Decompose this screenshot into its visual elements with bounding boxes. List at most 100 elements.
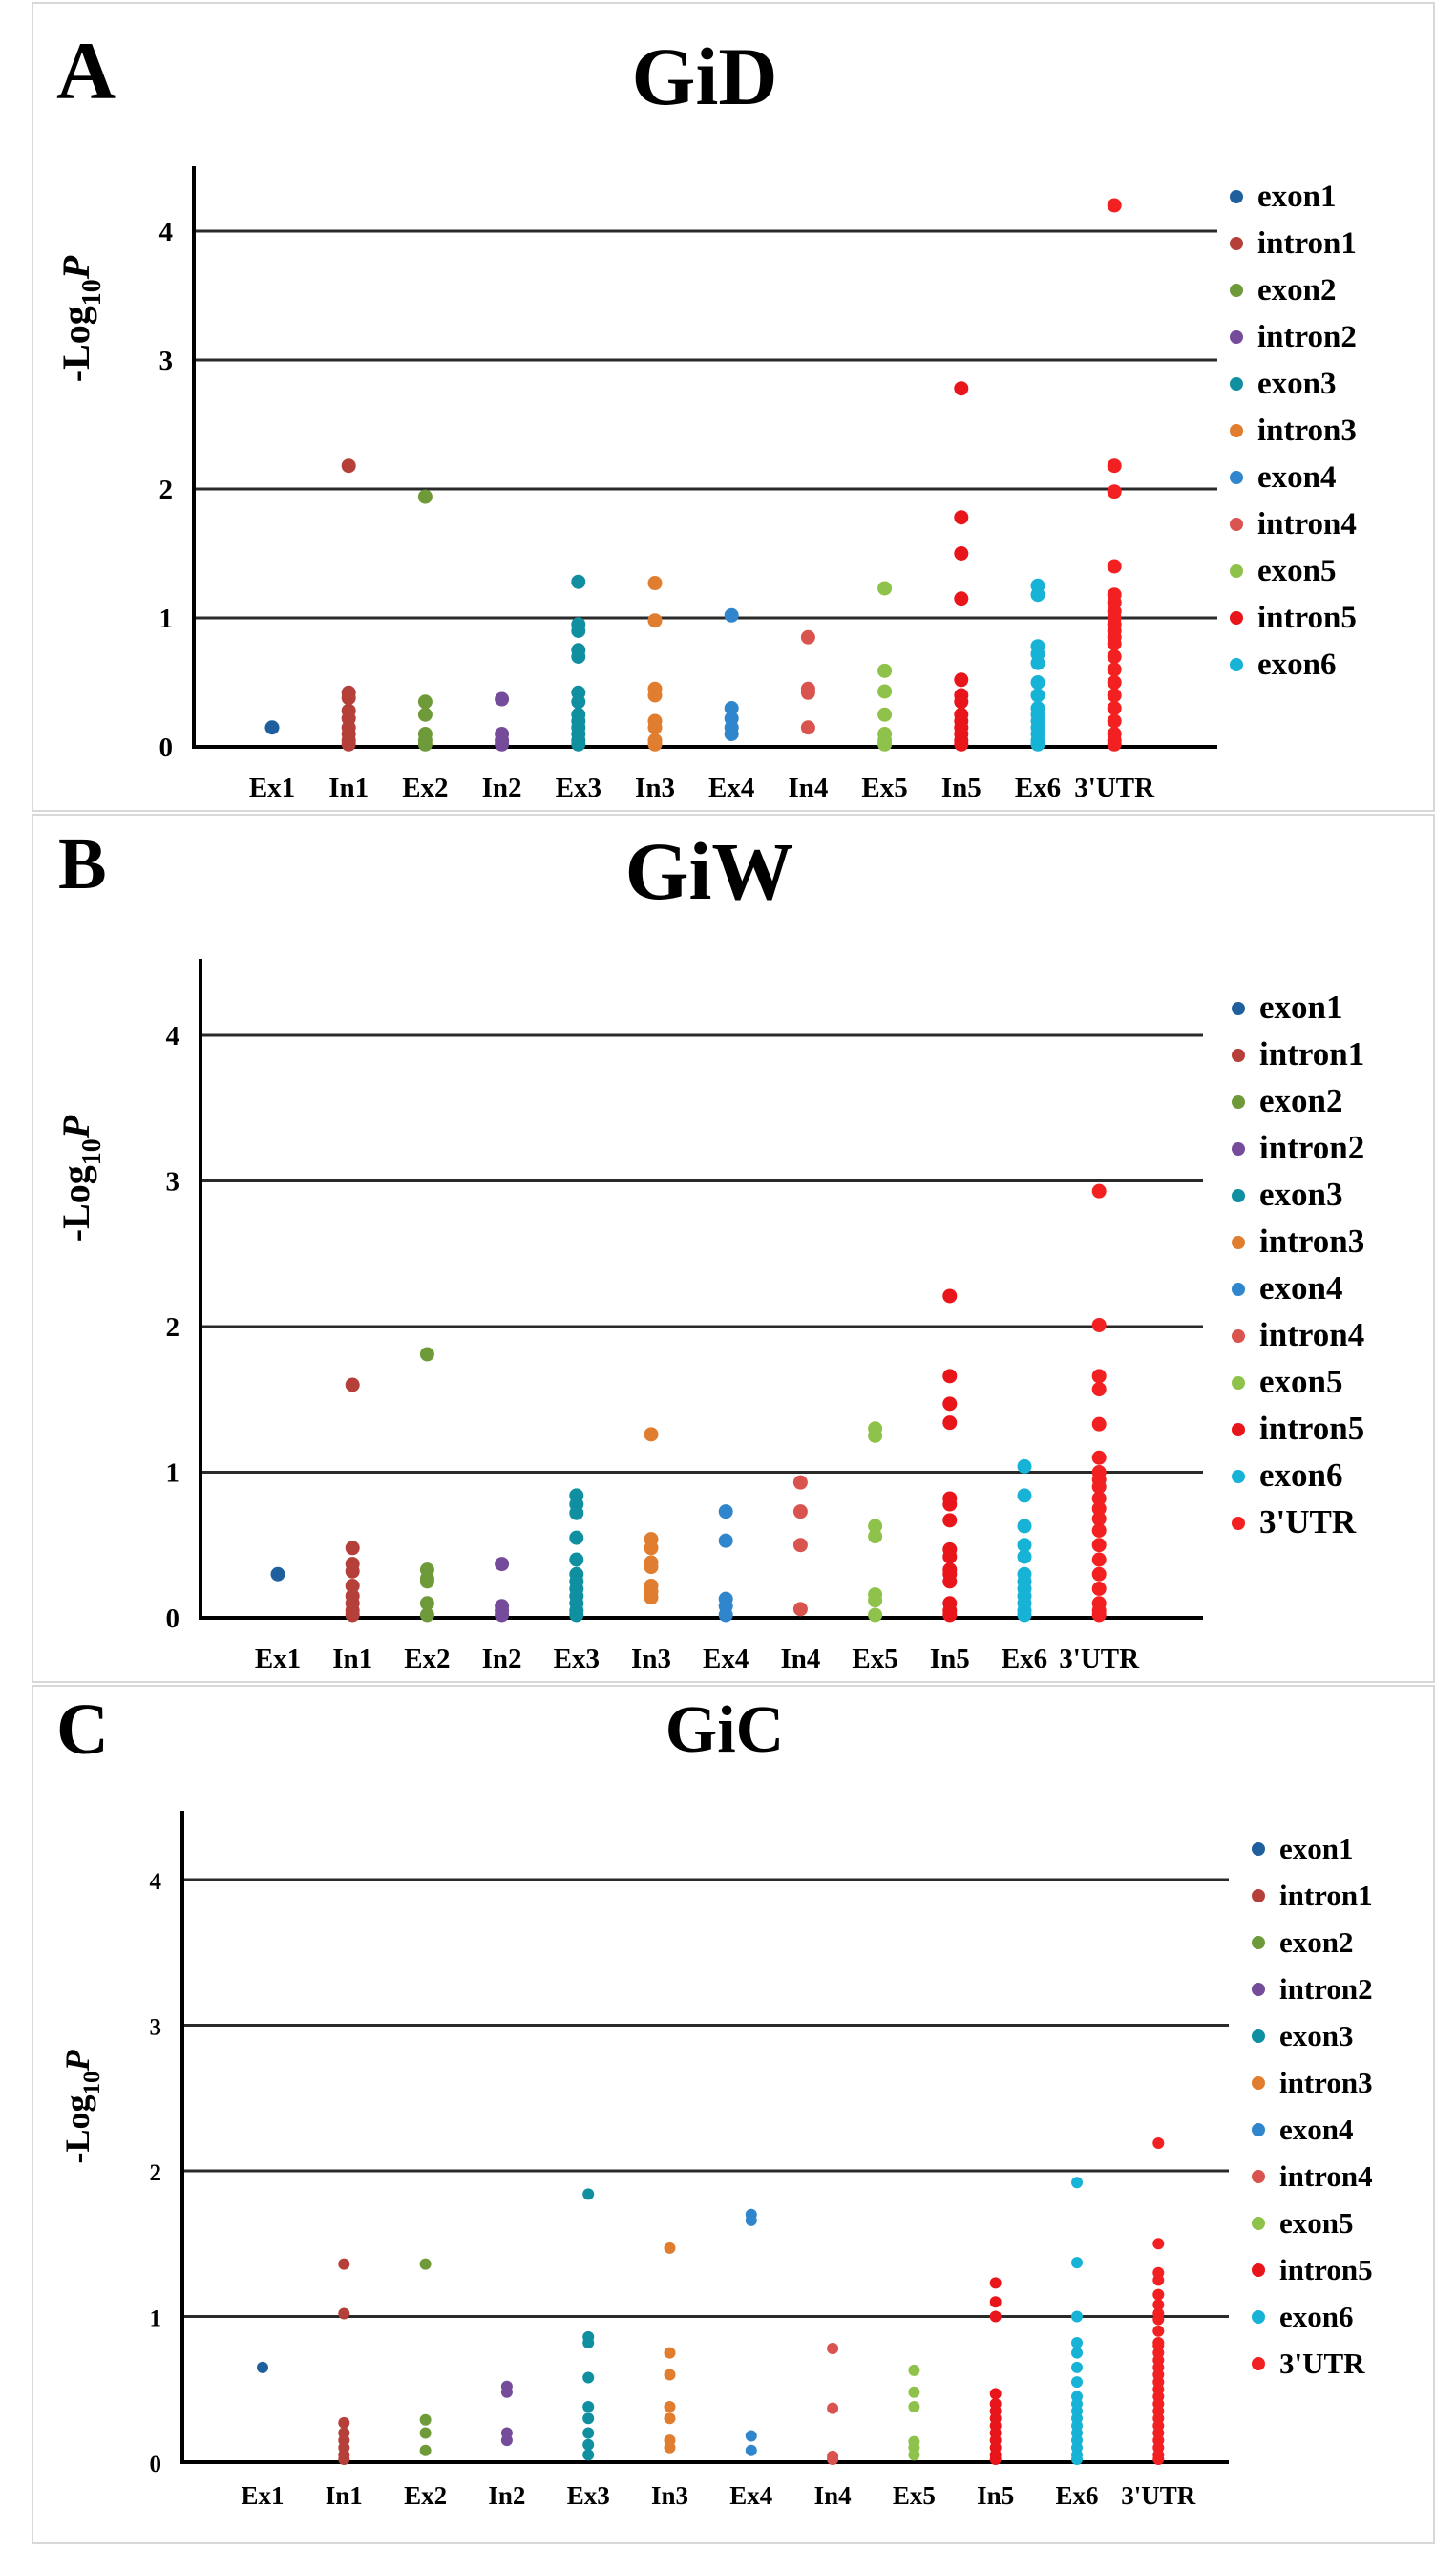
y-tick-label: 2	[166, 1312, 180, 1343]
legend-label: exon3	[1279, 2019, 1354, 2052]
data-point-intron5	[942, 1497, 958, 1512]
chart-title: GiD	[631, 31, 778, 122]
data-point-3UTR	[1152, 2299, 1165, 2311]
data-point-exon6	[1071, 2347, 1083, 2359]
legend-label: intron2	[1259, 1129, 1364, 1166]
data-point-intron3	[664, 2347, 676, 2359]
y-tick-label: 2	[159, 475, 174, 505]
data-point-intron3	[664, 2441, 676, 2454]
data-point-exon6	[1030, 655, 1045, 670]
data-point-exon2	[419, 1596, 434, 1611]
x-tick-label: Ex4	[708, 773, 754, 803]
data-point-intron1	[338, 2453, 350, 2465]
data-point-3UTR	[1091, 1552, 1107, 1567]
data-point-intron1	[338, 2258, 350, 2270]
x-tick-label: Ex5	[852, 1644, 897, 1674]
data-point-exon2	[417, 694, 433, 710]
data-point-intron5	[989, 2277, 1002, 2289]
x-tick-label: Ex2	[404, 1644, 450, 1674]
legend-marker	[1252, 1889, 1265, 1902]
data-point-intron5	[942, 1574, 958, 1589]
data-point-3UTR	[1107, 649, 1122, 664]
legend-label: exon2	[1259, 1082, 1343, 1119]
data-point-exon4	[724, 607, 739, 623]
panel-a: A GiD 0 1 2 3 4 -Log10P Ex1 In1 Ex2 In2 Ex3 In3 Ex4 I…	[32, 2, 1435, 812]
data-point-intron1	[345, 1377, 360, 1392]
data-point-intron5	[942, 1369, 958, 1384]
data-point-exon6	[1071, 2257, 1083, 2269]
data-point-exon5	[908, 2401, 920, 2413]
data-point-intron4	[792, 1538, 808, 1553]
data-point-intron3	[664, 2242, 676, 2254]
legend-label: exon1	[1259, 988, 1343, 1026]
legend-marker	[1230, 424, 1243, 437]
data-point-intron3	[644, 1427, 659, 1442]
legend-label: exon4	[1257, 460, 1337, 495]
x-tick-label: Ex4	[703, 1644, 749, 1674]
data-point-exon2	[417, 736, 433, 752]
data-point-intron3	[647, 720, 663, 735]
data-point-exon6	[1071, 2361, 1083, 2373]
legend-label: exon6	[1257, 648, 1337, 682]
data-point-exon4	[745, 2214, 757, 2226]
legend-marker	[1230, 518, 1243, 531]
data-point-3UTR	[1152, 2325, 1165, 2337]
data-point-exon4	[718, 1607, 733, 1623]
x-tick-label: Ex6	[1002, 1644, 1047, 1674]
legend-label: exon2	[1257, 273, 1337, 308]
x-tick-label: In4	[788, 773, 828, 803]
legend-marker	[1252, 2076, 1265, 2090]
data-point-intron5	[989, 2453, 1002, 2465]
data-point-intron5	[942, 1396, 958, 1412]
legend-marker	[1252, 1936, 1265, 1949]
legend-label: exon5	[1257, 554, 1337, 588]
data-point-intron4	[792, 1602, 808, 1617]
data-point-3UTR	[1107, 636, 1122, 651]
x-tick-label: Ex2	[402, 773, 448, 803]
legend-marker	[1252, 2170, 1265, 2183]
data-point-exon3	[582, 2401, 595, 2413]
data-point-exon6	[1071, 2177, 1083, 2189]
data-point-3UTR	[1091, 1416, 1107, 1432]
data-point-3UTR	[1091, 1523, 1107, 1538]
data-point-intron2	[500, 2386, 513, 2398]
data-point-exon4	[745, 2430, 757, 2442]
data-point-intron3	[644, 1560, 659, 1575]
data-point-exon3	[569, 1505, 584, 1520]
x-tick-label: Ex1	[241, 2481, 284, 2510]
data-point-intron5	[954, 546, 969, 561]
y-tick-label: 4	[150, 1869, 162, 1895]
data-point-exon1	[264, 720, 280, 735]
y-tick-label: 2	[150, 2160, 162, 2186]
data-point-3UTR	[1107, 713, 1122, 729]
data-point-intron4	[800, 629, 815, 645]
data-point-exon6	[1017, 1538, 1032, 1553]
data-point-exon6	[1030, 736, 1045, 752]
data-point-intron5	[954, 672, 969, 688]
legend: exon1 intron1 exon2 intron2 exon3 intron3 exon…	[1232, 988, 1364, 1541]
data-point-intron1	[341, 691, 356, 706]
data-point-intron3	[644, 1590, 659, 1605]
data-point-exon6	[1030, 587, 1045, 603]
x-tick-label: Ex5	[893, 2481, 936, 2510]
legend-label: 3'UTR	[1259, 1503, 1357, 1541]
data-point-exon3	[582, 2188, 595, 2200]
x-tick-label: In5	[941, 773, 981, 803]
data-point-exon3	[571, 624, 586, 638]
chart-title: GiW	[624, 825, 794, 917]
data-point-exon3	[582, 2449, 595, 2461]
data-point-exon3	[582, 2438, 595, 2451]
data-point-exon6	[1030, 675, 1045, 690]
data-points	[264, 198, 1122, 752]
x-tick-label: Ex4	[729, 2481, 772, 2510]
x-tick-label: In5	[977, 2481, 1014, 2510]
x-tick-label: Ex3	[567, 2481, 610, 2510]
data-point-exon3	[571, 736, 586, 752]
data-point-intron5	[954, 591, 969, 606]
data-point-intron1	[338, 2416, 350, 2429]
y-tick-label: 3	[166, 1167, 180, 1198]
legend-marker	[1230, 611, 1243, 625]
legend-marker	[1252, 2357, 1265, 2370]
legend-label: intron4	[1257, 507, 1357, 542]
data-point-3UTR	[1152, 2238, 1165, 2250]
